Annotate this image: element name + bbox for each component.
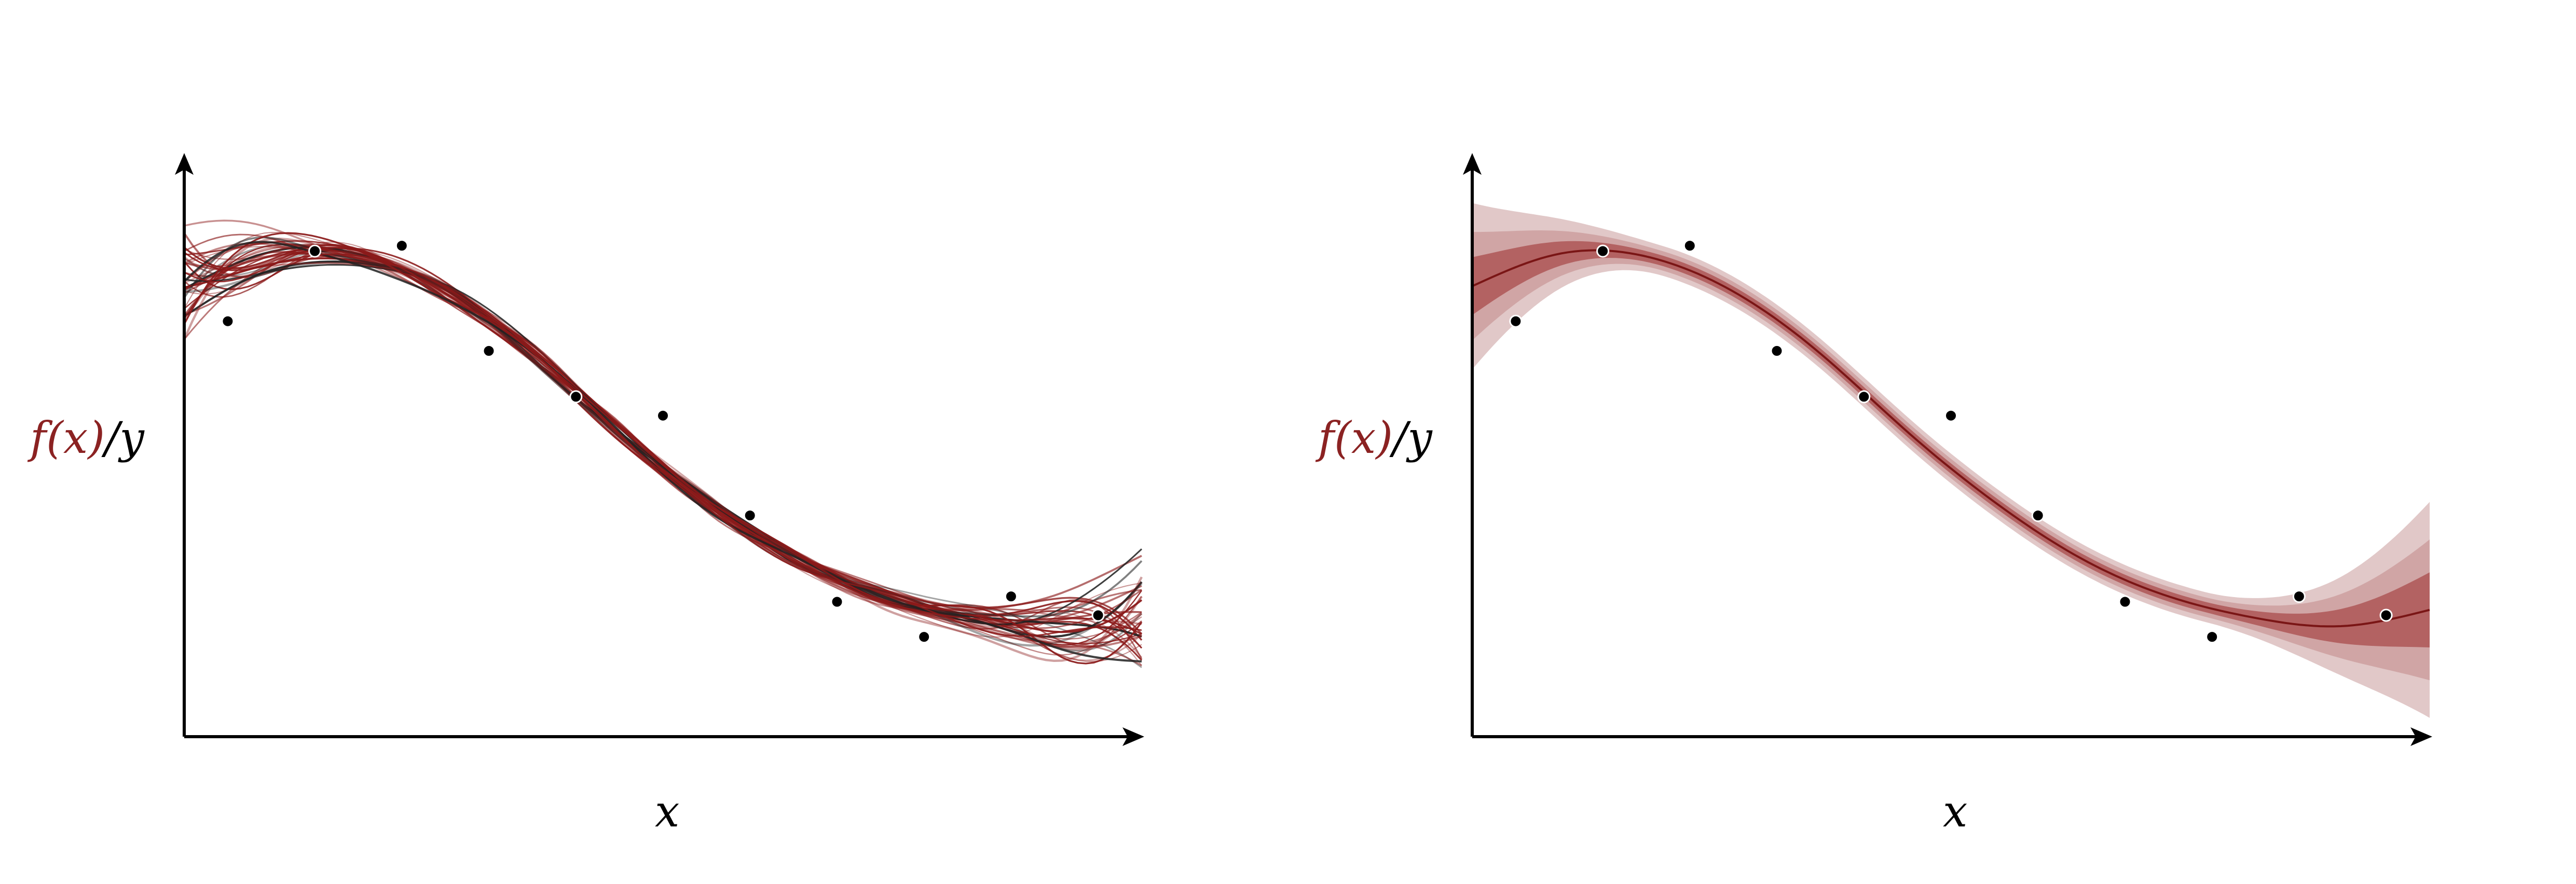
y-axis-label-separator: / xyxy=(1393,412,1408,463)
point-layer xyxy=(221,239,1105,644)
sample-curve xyxy=(183,248,1143,649)
sample-curve xyxy=(184,244,1142,629)
sample-curve xyxy=(184,219,1142,625)
y-axis-label: f(x)/y xyxy=(1318,416,1432,460)
data-point xyxy=(482,344,496,357)
axes-layer xyxy=(175,153,1144,746)
sample-curve xyxy=(183,241,1142,663)
data-point xyxy=(1091,609,1105,622)
sample-curve xyxy=(184,233,1143,660)
sample-curve xyxy=(183,236,1143,618)
axes-layer xyxy=(1463,153,2432,746)
sample-curve xyxy=(183,251,1142,625)
data-point xyxy=(1596,244,1610,258)
data-point xyxy=(308,244,322,258)
sample-curve xyxy=(183,237,1143,662)
data-point xyxy=(1683,239,1696,253)
data-point xyxy=(917,630,931,644)
sample-curve xyxy=(184,257,1143,633)
sample-curve xyxy=(184,248,1142,656)
sample-curve xyxy=(184,241,1142,638)
data-point xyxy=(2379,609,2393,622)
sample-curve xyxy=(184,261,1143,647)
sample-curve xyxy=(184,250,1142,668)
sample-curve xyxy=(184,246,1143,638)
curve-layer xyxy=(1472,249,2430,628)
data-point xyxy=(2031,509,2045,522)
curve-layer xyxy=(183,219,1143,668)
sample-curve xyxy=(184,240,1142,649)
panel-credible-band: f(x)/y x xyxy=(1288,0,2576,884)
data-point xyxy=(1509,314,1523,328)
plot-svg xyxy=(175,153,1144,746)
sample-curve xyxy=(184,244,1143,658)
sample-curve xyxy=(184,247,1142,647)
y-axis-label: f(x)/y xyxy=(30,416,144,460)
point-layer xyxy=(1509,239,2393,644)
sample-curve xyxy=(184,247,1142,637)
data-point xyxy=(1944,409,1957,422)
data-point xyxy=(1770,344,1784,357)
sample-curve xyxy=(184,264,1143,626)
mean-curve xyxy=(1472,249,2430,628)
data-point xyxy=(656,409,669,422)
sample-curve xyxy=(184,231,1142,662)
data-point xyxy=(2292,590,2306,603)
sample-curve xyxy=(184,248,1142,624)
data-point xyxy=(395,239,408,253)
y-axis-label-y: y xyxy=(1407,412,1432,463)
sample-curve xyxy=(184,252,1142,635)
sample-curve xyxy=(183,260,1142,638)
y-axis-arrowhead xyxy=(175,153,194,175)
sample-curve xyxy=(183,247,1143,661)
data-point xyxy=(2118,595,2132,609)
credible-band-inner xyxy=(1472,241,2430,647)
sample-curve xyxy=(184,246,1142,645)
y-axis-label-f: f(x) xyxy=(30,412,105,463)
x-axis-label: x xyxy=(655,786,680,837)
x-axis-label: x xyxy=(1943,786,1968,837)
sample-curve xyxy=(184,246,1142,640)
sample-curve xyxy=(183,244,1142,646)
y-axis-arrowhead xyxy=(1463,153,1482,175)
data-point xyxy=(830,595,844,609)
data-point xyxy=(1004,590,1018,603)
sample-curve xyxy=(183,243,1143,652)
data-point xyxy=(569,390,583,404)
sample-curve xyxy=(184,246,1142,666)
y-axis-label-f: f(x) xyxy=(1318,412,1393,463)
data-point xyxy=(2205,630,2219,644)
sample-curve xyxy=(183,232,1143,665)
x-axis-arrowhead xyxy=(1122,727,1144,746)
sample-curve xyxy=(184,253,1143,635)
x-axis-arrowhead xyxy=(2410,727,2432,746)
sample-curve xyxy=(184,251,1142,661)
panel-function-samples: f(x)/y x xyxy=(30,153,1144,837)
data-point xyxy=(221,314,235,328)
sample-curve xyxy=(183,245,1143,651)
band-layer xyxy=(1472,203,2430,718)
y-axis-label-y: y xyxy=(119,412,144,463)
plot-svg xyxy=(1463,153,2432,746)
sample-curve xyxy=(184,242,1143,648)
sample-curve xyxy=(184,243,1142,626)
sample-curve xyxy=(184,248,1142,644)
data-point xyxy=(1857,390,1871,404)
sample-curve xyxy=(183,244,1143,641)
data-point xyxy=(743,509,757,522)
sample-curve xyxy=(183,241,1142,648)
y-axis-label-separator: / xyxy=(105,412,120,463)
